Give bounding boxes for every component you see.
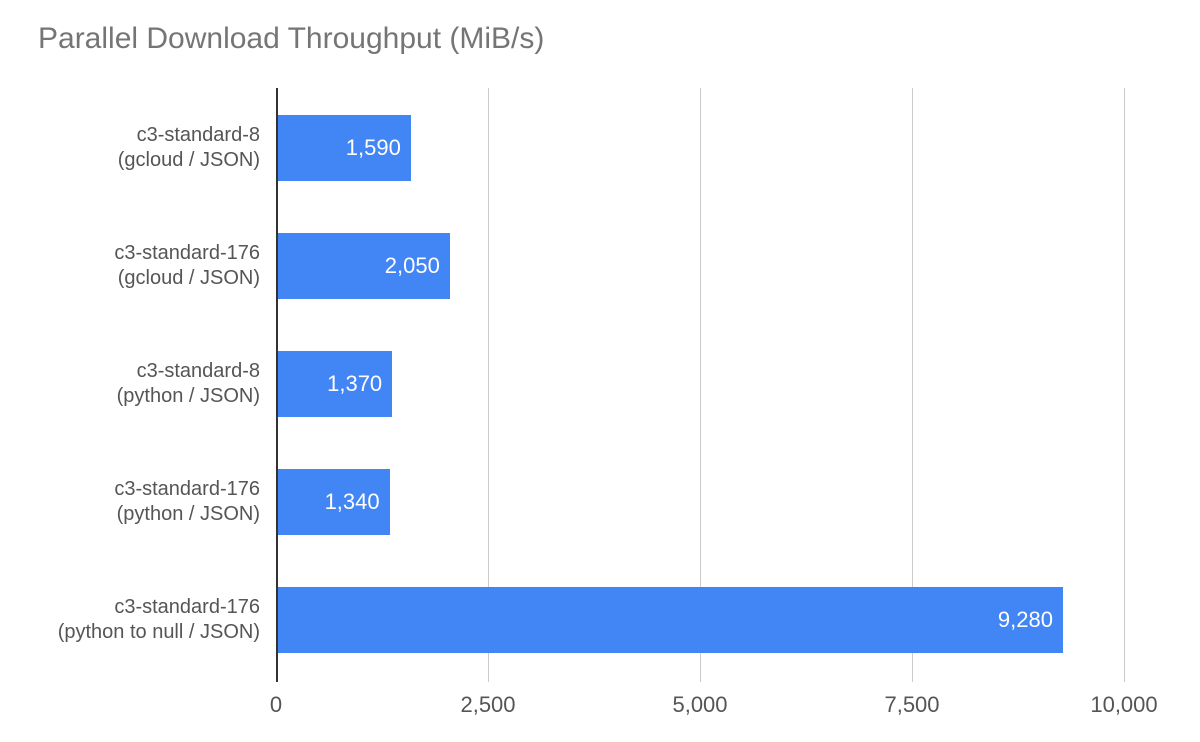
bar: 2,050 <box>276 233 450 299</box>
bar-row: 2,050 <box>276 233 1124 299</box>
plot-area: 1,590 2,050 1,370 1,340 9,280 <box>276 88 1124 682</box>
y-label-line2: (python to null / JSON) <box>58 621 260 643</box>
y-label-line2: (gcloud / JSON) <box>118 149 260 171</box>
y-label-line2: (gcloud / JSON) <box>118 267 260 289</box>
x-tick-label: 5,000 <box>672 692 727 718</box>
bar: 1,340 <box>276 469 390 535</box>
y-label-line1: c3-standard-8 <box>137 360 260 382</box>
y-axis-line <box>276 88 278 682</box>
x-tick-label: 10,000 <box>1090 692 1157 718</box>
bar: 1,370 <box>276 351 392 417</box>
gridline <box>1124 88 1125 682</box>
y-category-label: c3-standard-176 (python / JSON) <box>40 477 260 527</box>
bar-row: 1,590 <box>276 115 1124 181</box>
bar: 1,590 <box>276 115 411 181</box>
y-category-label: c3-standard-176 (gcloud / JSON) <box>40 241 260 291</box>
bar-value-label: 9,280 <box>998 607 1053 633</box>
bar-row: 1,370 <box>276 351 1124 417</box>
y-label-line1: c3-standard-8 <box>137 124 260 146</box>
chart-title: Parallel Download Throughput (MiB/s) <box>38 22 544 56</box>
y-label-line1: c3-standard-176 <box>114 478 260 500</box>
bar-row: 9,280 <box>276 587 1124 653</box>
bar-value-label: 2,050 <box>385 253 440 279</box>
x-tick-label: 7,500 <box>884 692 939 718</box>
bar-value-label: 1,590 <box>346 135 401 161</box>
bar: 9,280 <box>276 587 1063 653</box>
y-label-line1: c3-standard-176 <box>114 242 260 264</box>
y-label-line2: (python / JSON) <box>117 385 260 407</box>
bar-value-label: 1,340 <box>325 489 380 515</box>
y-category-label: c3-standard-8 (python / JSON) <box>40 359 260 409</box>
bar-value-label: 1,370 <box>327 371 382 397</box>
x-tick-label: 2,500 <box>460 692 515 718</box>
y-label-line2: (python / JSON) <box>117 503 260 525</box>
y-label-line1: c3-standard-176 <box>114 596 260 618</box>
x-tick-label: 0 <box>270 692 282 718</box>
y-category-label: c3-standard-8 (gcloud / JSON) <box>40 123 260 173</box>
bar-row: 1,340 <box>276 469 1124 535</box>
y-category-label: c3-standard-176 (python to null / JSON) <box>40 595 260 645</box>
